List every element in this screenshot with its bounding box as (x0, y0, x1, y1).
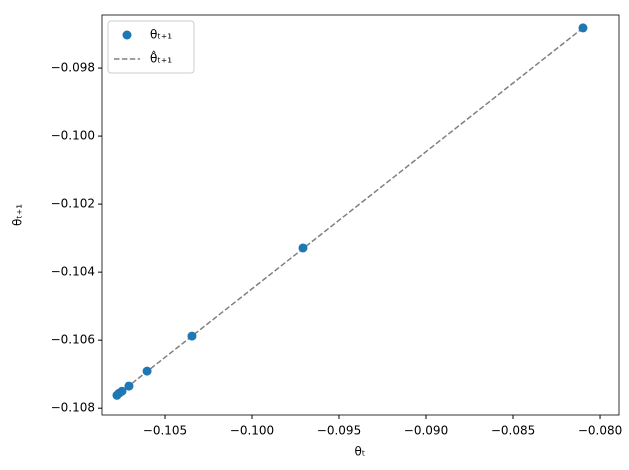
x-tick-label: −0.080 (578, 424, 622, 438)
y-tick-label: −0.108 (51, 401, 95, 415)
x-axis-label: θₜ (355, 445, 366, 459)
point (142, 366, 152, 376)
x-tick-label: −0.105 (143, 424, 187, 438)
y-tick-label: −0.106 (51, 333, 95, 347)
point (112, 390, 122, 400)
x-tick-label: −0.095 (317, 424, 361, 438)
point (578, 23, 588, 33)
y-tick-label: −0.104 (51, 265, 95, 279)
fit-line (116, 27, 584, 396)
point (187, 331, 197, 341)
y-tick-label: −0.098 (51, 61, 95, 75)
y-tick-label: −0.100 (51, 129, 95, 143)
plot-frame (101, 14, 620, 416)
legend-label: θₜ₊₁ (150, 28, 172, 42)
point (124, 381, 134, 391)
y-tick-label: −0.102 (51, 197, 95, 211)
y-axis-label: θₜ₊₁ (11, 204, 25, 226)
legend-label: θ̂ₜ₊₁ (150, 49, 172, 65)
point (298, 243, 308, 253)
x-tick-label: −0.085 (491, 424, 535, 438)
x-tick-label: −0.090 (404, 424, 448, 438)
x-tick-label: −0.100 (230, 424, 274, 438)
legend-marker (122, 30, 132, 40)
